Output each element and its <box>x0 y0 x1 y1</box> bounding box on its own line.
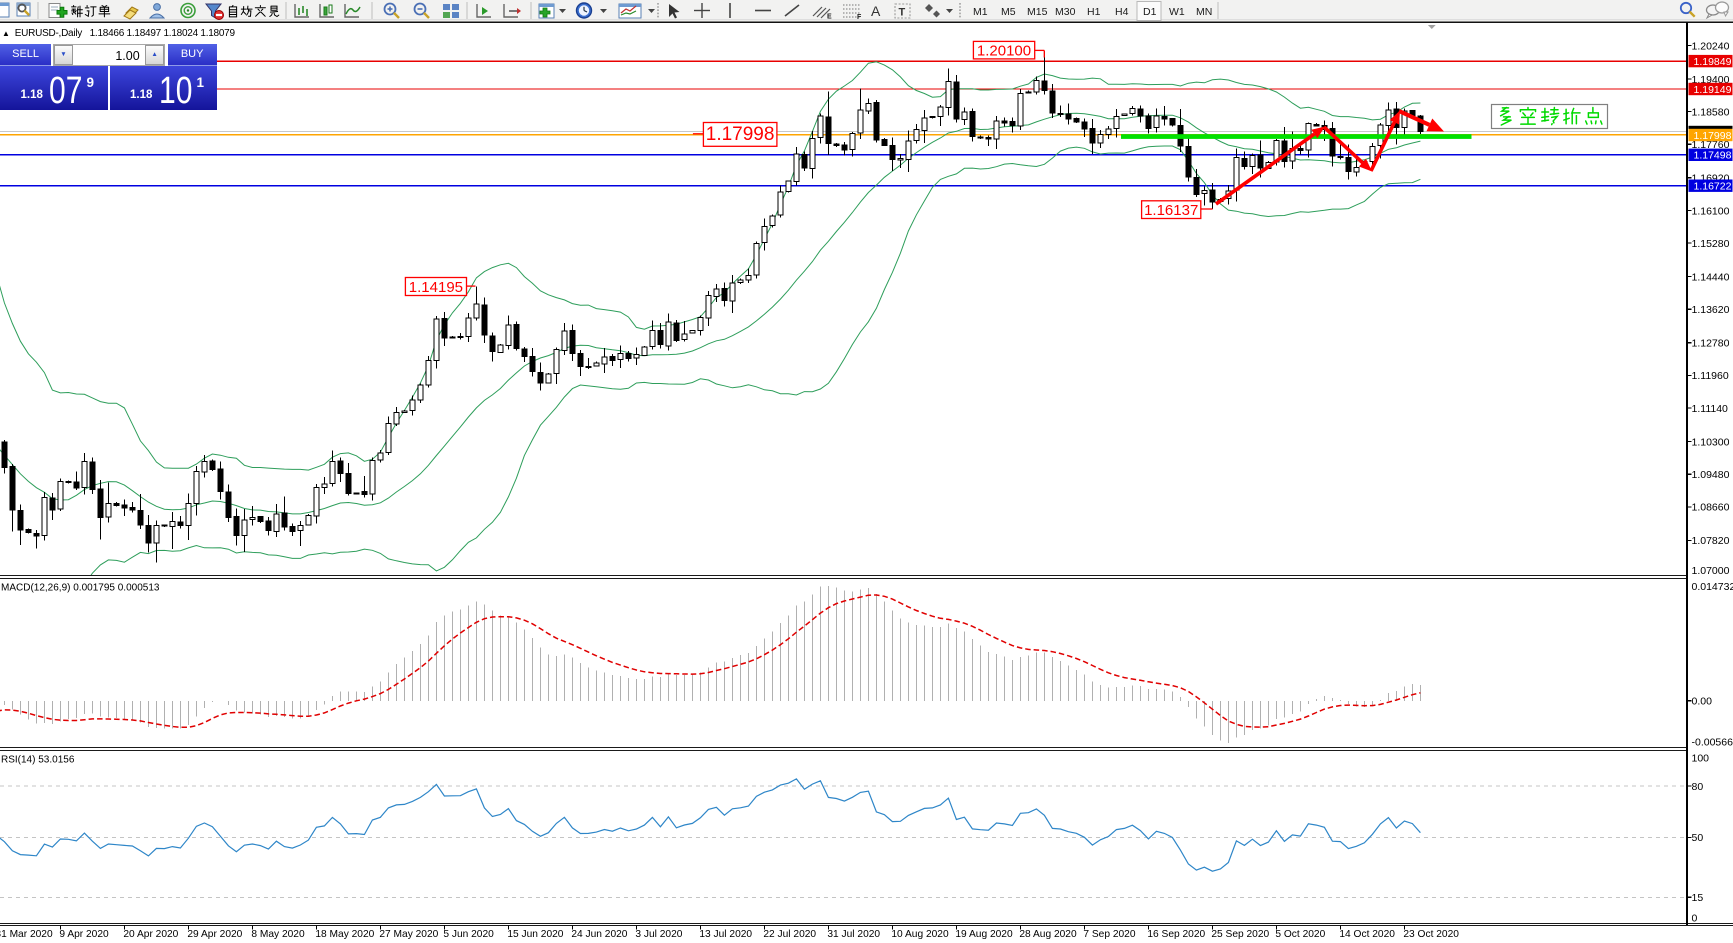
svg-text:5 Jun 2020: 5 Jun 2020 <box>443 929 494 940</box>
svg-text:0: 0 <box>1692 912 1698 924</box>
svg-text:5 Oct 2020: 5 Oct 2020 <box>1275 929 1325 940</box>
svg-text:25 Sep 2020: 25 Sep 2020 <box>1211 929 1269 940</box>
svg-text:7 Sep 2020: 7 Sep 2020 <box>1083 929 1135 940</box>
svg-text:1.17498: 1.17498 <box>1694 150 1732 162</box>
svg-text:1.07820: 1.07820 <box>1692 535 1730 547</box>
svg-text:15: 15 <box>1692 892 1704 904</box>
svg-text:9 Apr 2020: 9 Apr 2020 <box>59 929 109 940</box>
svg-text:E: E <box>827 14 832 21</box>
svg-text:1.13620: 1.13620 <box>1692 304 1730 316</box>
svg-text:23 Oct 2020: 23 Oct 2020 <box>1403 929 1459 940</box>
svg-text:1.19849: 1.19849 <box>1694 56 1732 68</box>
svg-text:31 Jul 2020: 31 Jul 2020 <box>827 929 880 940</box>
svg-text:22 Jul 2020: 22 Jul 2020 <box>763 929 816 940</box>
svg-text:8 May 2020: 8 May 2020 <box>251 929 305 940</box>
svg-text:MACD(12,26,9) 0.001795 0.00051: MACD(12,26,9) 0.001795 0.000513 <box>1 583 160 594</box>
svg-text:MN: MN <box>1196 6 1212 18</box>
svg-text:T: T <box>899 7 906 19</box>
svg-text:1.07000: 1.07000 <box>1692 565 1730 577</box>
svg-text:RSI(14) 53.0156: RSI(14) 53.0156 <box>1 755 75 766</box>
svg-text:M1: M1 <box>973 6 988 18</box>
svg-text:1.15280: 1.15280 <box>1692 238 1730 250</box>
svg-text:3 Jul 2020: 3 Jul 2020 <box>635 929 682 940</box>
svg-text:1.16722: 1.16722 <box>1694 181 1732 193</box>
svg-text:50: 50 <box>1692 832 1704 844</box>
svg-text:1.16100: 1.16100 <box>1692 205 1730 217</box>
svg-text:24 Jun 2020: 24 Jun 2020 <box>571 929 627 940</box>
svg-text:15 Jun 2020: 15 Jun 2020 <box>507 929 563 940</box>
svg-text:A: A <box>871 3 881 19</box>
svg-text:27 May 2020: 27 May 2020 <box>379 929 438 940</box>
svg-text:80: 80 <box>1692 781 1704 793</box>
svg-text:M15: M15 <box>1027 6 1048 18</box>
svg-text:1.11960: 1.11960 <box>1692 370 1729 382</box>
svg-text:1.10300: 1.10300 <box>1692 436 1730 448</box>
svg-text:W1: W1 <box>1169 6 1185 18</box>
svg-text:31 Mar 2020: 31 Mar 2020 <box>0 929 53 940</box>
svg-text:1.08660: 1.08660 <box>1692 502 1730 514</box>
svg-text:F: F <box>857 14 862 21</box>
svg-text:M30: M30 <box>1055 6 1076 18</box>
svg-text:100: 100 <box>1692 752 1710 764</box>
svg-text:D1: D1 <box>1143 6 1157 18</box>
svg-text:1.12780: 1.12780 <box>1692 338 1730 350</box>
svg-text:18 May 2020: 18 May 2020 <box>315 929 374 940</box>
svg-text:1.16137: 1.16137 <box>1144 202 1198 219</box>
svg-text:1.18580: 1.18580 <box>1692 106 1730 118</box>
svg-text:1.17760: 1.17760 <box>1692 139 1730 151</box>
svg-text:0.014732: 0.014732 <box>1692 581 1733 593</box>
svg-text:1.20100: 1.20100 <box>977 43 1031 60</box>
svg-text:29 Apr 2020: 29 Apr 2020 <box>187 929 242 940</box>
svg-text:1.14440: 1.14440 <box>1692 271 1730 283</box>
svg-text:1.09480: 1.09480 <box>1692 469 1730 481</box>
svg-text:M5: M5 <box>1001 6 1016 18</box>
svg-text:19 Aug 2020: 19 Aug 2020 <box>955 929 1013 940</box>
svg-text:20 Apr 2020: 20 Apr 2020 <box>123 929 178 940</box>
svg-text:1.19149: 1.19149 <box>1694 84 1732 96</box>
svg-text:28 Aug 2020: 28 Aug 2020 <box>1019 929 1077 940</box>
svg-text:H4: H4 <box>1115 6 1129 18</box>
svg-text:H1: H1 <box>1087 6 1101 18</box>
svg-text:0.00: 0.00 <box>1692 696 1713 708</box>
svg-text:1.20240: 1.20240 <box>1692 40 1730 52</box>
svg-text:1.17998: 1.17998 <box>706 124 775 145</box>
svg-text:16 Sep 2020: 16 Sep 2020 <box>1147 929 1205 940</box>
svg-text:10 Aug 2020: 10 Aug 2020 <box>891 929 949 940</box>
svg-text:1.14195: 1.14195 <box>409 279 463 296</box>
svg-text:13 Jul 2020: 13 Jul 2020 <box>699 929 752 940</box>
svg-text:1.11140: 1.11140 <box>1692 403 1729 415</box>
svg-text:1.17998: 1.17998 <box>1694 130 1732 142</box>
svg-text:14 Oct 2020: 14 Oct 2020 <box>1339 929 1395 940</box>
